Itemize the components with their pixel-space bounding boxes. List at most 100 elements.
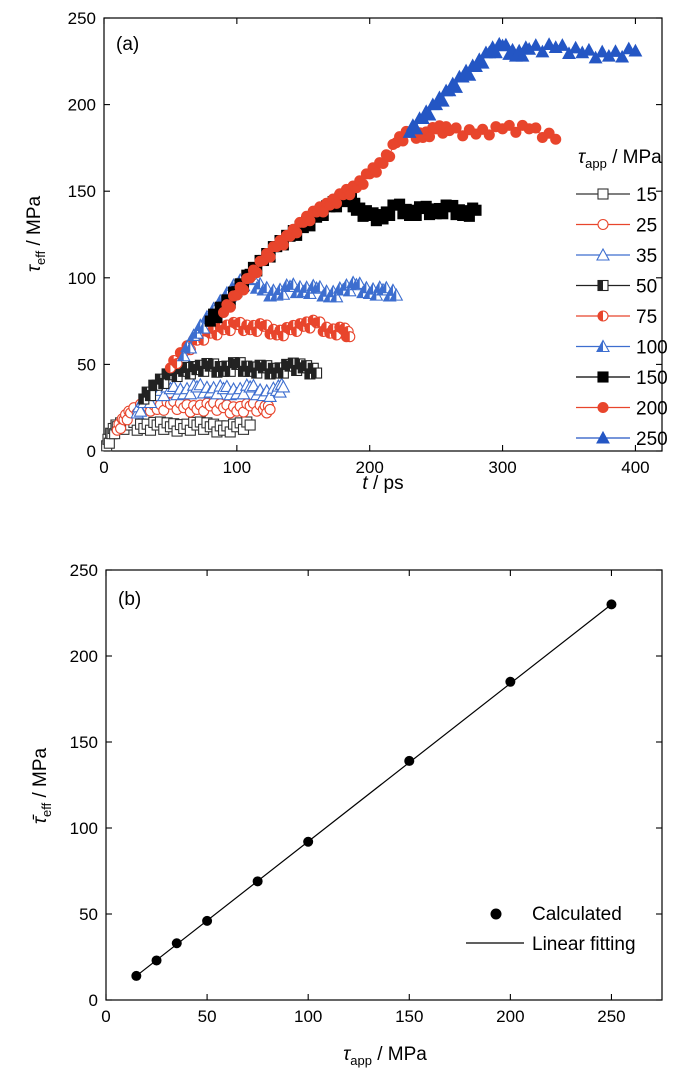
x-tick-label: 400 bbox=[621, 458, 649, 477]
data-point-35 bbox=[263, 389, 277, 402]
panel-b-series bbox=[131, 599, 617, 981]
calculated-point bbox=[131, 970, 142, 981]
calculated-point bbox=[171, 938, 182, 949]
data-point-250 bbox=[489, 45, 503, 59]
panel-a-y-axis-label: τeff / MPa bbox=[24, 195, 48, 272]
calculated-point bbox=[303, 836, 314, 847]
data-point-250 bbox=[588, 50, 603, 64]
calculated-point bbox=[252, 876, 263, 887]
y-tick-label: 150 bbox=[70, 733, 98, 752]
data-point-100 bbox=[312, 279, 327, 293]
data-point-200 bbox=[357, 178, 369, 190]
data-point-250 bbox=[582, 42, 596, 56]
legend-marker-calculated bbox=[490, 908, 502, 920]
data-point-250 bbox=[595, 44, 610, 58]
data-point-250 bbox=[435, 93, 450, 107]
data-point-200 bbox=[224, 301, 236, 313]
data-point-200 bbox=[450, 122, 462, 134]
panel-b-x-axis-unit: / MPa bbox=[372, 1044, 427, 1065]
data-point-200 bbox=[304, 215, 316, 227]
data-point-200 bbox=[397, 135, 409, 147]
data-point-35 bbox=[236, 386, 251, 400]
legend-marker-150 bbox=[597, 371, 609, 383]
panel-b-y-axis-label: τ̄eff / MPa bbox=[30, 747, 54, 824]
data-point-200 bbox=[291, 227, 303, 239]
y-tick-label: 200 bbox=[68, 96, 96, 115]
panel-a-x-axis-unit: / ps bbox=[368, 473, 404, 494]
panel-b-y-axis-unit: / MPa bbox=[30, 747, 51, 802]
data-point-250 bbox=[542, 37, 556, 50]
data-point-100 bbox=[352, 276, 367, 289]
legend-label-35: 35 bbox=[636, 246, 657, 267]
x-tick-label: 150 bbox=[395, 1007, 423, 1026]
legend-label-250: 250 bbox=[636, 429, 668, 450]
data-point-200 bbox=[277, 239, 289, 251]
panel-b-ticks: 0 50 100 150 200 250 0 50 100 150 200 250 bbox=[70, 561, 662, 1026]
x-tick-label: 50 bbox=[198, 1007, 217, 1026]
panel-a-x-axis-symbol: t bbox=[362, 473, 368, 494]
data-point-250 bbox=[528, 38, 543, 51]
panel-a-ticks: 0 100 200 300 400 0 50 100 150 200 250 bbox=[68, 9, 662, 477]
data-point-250 bbox=[535, 44, 550, 58]
panel-a-y-axis-unit: / MPa bbox=[24, 195, 45, 250]
panel-b: 0 50 100 150 200 250 0 50 100 150 200 250 (b) τapp … bbox=[30, 561, 663, 1068]
data-point-100 bbox=[196, 320, 211, 334]
data-point-250 bbox=[449, 80, 463, 93]
panel-a-x-axis-label: t / ps bbox=[362, 473, 403, 494]
calculated-point bbox=[404, 755, 415, 766]
data-point-200 bbox=[237, 284, 250, 296]
data-point-250 bbox=[628, 43, 643, 57]
panel-a-frame bbox=[103, 17, 663, 452]
panel-a-series bbox=[101, 36, 643, 452]
x-tick-label: 100 bbox=[223, 458, 251, 477]
legend-label-150: 150 bbox=[636, 368, 668, 389]
panel-b-y-axis-symbol: τ̄ bbox=[30, 814, 51, 824]
data-point-200 bbox=[264, 251, 276, 263]
y-tick-label: 0 bbox=[89, 991, 98, 1010]
y-tick-label: 200 bbox=[70, 647, 98, 666]
data-point-50 bbox=[311, 367, 323, 379]
y-tick-label: 50 bbox=[77, 355, 96, 374]
x-tick-label: 200 bbox=[356, 458, 384, 477]
legend-marker-25 bbox=[597, 218, 609, 231]
data-point-100 bbox=[176, 348, 191, 362]
x-tick-label: 250 bbox=[597, 1007, 625, 1026]
data-point-250 bbox=[608, 44, 623, 57]
data-point-150 bbox=[384, 209, 396, 221]
calculated-point bbox=[202, 915, 213, 926]
x-tick-label: 200 bbox=[496, 1007, 524, 1026]
panel-a-legend-title-symbol: τ bbox=[578, 147, 587, 168]
data-point-250 bbox=[422, 107, 437, 121]
data-point-150 bbox=[470, 204, 482, 216]
calculated-point bbox=[505, 676, 516, 687]
data-point-200 bbox=[503, 119, 515, 131]
data-point-200 bbox=[483, 129, 495, 141]
legend-label-200: 200 bbox=[636, 399, 668, 420]
y-tick-label: 250 bbox=[68, 9, 96, 28]
x-tick-label: 0 bbox=[101, 1007, 110, 1026]
panel-a-legend-title-sub: app bbox=[585, 156, 607, 171]
y-tick-label: 150 bbox=[68, 182, 96, 201]
panel-b-x-axis-sub: app bbox=[350, 1053, 372, 1068]
panel-b-legend: Calculated Linear fitting bbox=[466, 904, 636, 955]
y-tick-label: 250 bbox=[70, 561, 98, 580]
legend-label-25: 25 bbox=[636, 216, 657, 237]
panel-b-x-axis-label: τapp / MPa bbox=[343, 1044, 427, 1068]
legend-label-calculated: Calculated bbox=[532, 904, 622, 925]
data-point-250 bbox=[475, 55, 490, 69]
legend-marker-35 bbox=[596, 247, 610, 261]
data-point-200 bbox=[370, 166, 382, 178]
data-point-250 bbox=[615, 49, 630, 63]
data-point-250 bbox=[568, 40, 583, 54]
calculated-point bbox=[606, 599, 617, 610]
panel-b-label: (b) bbox=[118, 589, 141, 610]
y-tick-label: 50 bbox=[79, 905, 98, 924]
legend-marker-75 bbox=[597, 310, 609, 322]
panel-b-x-axis-symbol: τ bbox=[343, 1044, 352, 1065]
data-point-15 bbox=[244, 419, 256, 431]
data-point-200 bbox=[251, 267, 263, 279]
data-point-200 bbox=[330, 197, 343, 209]
legend-label-15: 15 bbox=[636, 185, 657, 206]
legend-marker-50 bbox=[597, 279, 609, 292]
